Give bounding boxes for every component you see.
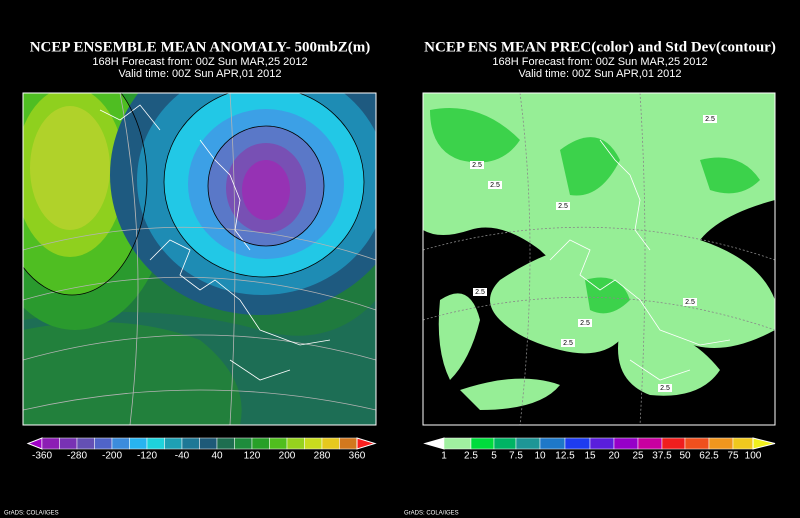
colorbar-label: -200 [102, 451, 122, 462]
precip-map [423, 93, 775, 425]
colorbar-box [251, 437, 270, 450]
colorbar-box [164, 437, 183, 450]
anomaly-map [23, 93, 376, 425]
colorbar-box [129, 437, 148, 450]
colorbar-label: 62.5 [699, 451, 719, 462]
contour-label-bg [561, 339, 575, 347]
colorbar-label: 75 [727, 451, 739, 462]
colorbar-label: 25 [632, 451, 644, 462]
credit: GrADS: COLA/IGES [4, 511, 59, 517]
colorbar-label: 50 [679, 451, 691, 462]
contour-label-bg [470, 161, 484, 169]
colorbar-box [181, 437, 200, 450]
colorbar-label: 280 [314, 451, 331, 462]
colorbar-end [752, 437, 776, 450]
contour-label-bg [578, 319, 592, 327]
colorbar-box [41, 437, 60, 450]
colorbar-box [234, 437, 253, 450]
colorbar-box [493, 437, 517, 450]
colorbar-label: -40 [175, 451, 190, 462]
contour-label-bg [703, 115, 717, 123]
colorbar-box [146, 437, 165, 450]
colorbar-box [470, 437, 495, 450]
contour-label: 2.5 [705, 116, 715, 123]
colorbar-box [443, 437, 472, 450]
colorbar-end [423, 437, 445, 450]
contour-label: 2.5 [660, 385, 670, 392]
colorbar-label: 12.5 [555, 451, 575, 462]
panel-title: NCEP ENS MEAN PREC(color) and Std Dev(co… [424, 39, 776, 55]
colorbar-label: 2.5 [464, 451, 478, 462]
colorbar-box [59, 437, 78, 450]
colorbar-label: 10 [534, 451, 546, 462]
colorbar-box [589, 437, 615, 450]
colorbar-box [111, 437, 130, 450]
panel-title: NCEP ENSEMBLE MEAN ANOMALY- 500mbZ(m) [30, 39, 371, 55]
colorbar-label: 37.5 [652, 451, 672, 462]
contour-label: 2.5 [472, 162, 482, 169]
valid-time: Valid time: 00Z Sun APR,01 2012 [118, 68, 281, 80]
colorbar-box [661, 437, 686, 450]
colorbar-box [286, 437, 305, 450]
colorbar-label: 40 [211, 451, 223, 462]
colorbar-label: 1 [441, 451, 447, 462]
colorbar-box [304, 437, 323, 450]
colorbar-label: -360 [32, 451, 52, 462]
map-frame [22, 92, 377, 426]
colorbar-box [515, 437, 541, 450]
colorbar-box [321, 437, 340, 450]
contour-label-bg [658, 384, 672, 392]
colorbar-end [26, 437, 43, 450]
colorbar-label: 200 [279, 451, 296, 462]
colorbar-label: 360 [349, 451, 366, 462]
colorbar-box [269, 437, 288, 450]
contour-label-bg [488, 181, 502, 189]
contour-label: 2.5 [558, 203, 568, 210]
colorbar-label: -280 [67, 451, 87, 462]
colorbar-box [539, 437, 566, 450]
colorbar-end [356, 437, 377, 450]
colorbar-box [199, 437, 218, 450]
contour-label: 2.5 [580, 320, 590, 327]
colorbar-box [613, 437, 639, 450]
forecast-time: 168H Forecast from: 00Z Sun MAR,25 2012 [92, 56, 307, 68]
contour-label-bg [556, 202, 570, 210]
colorbar-label: 120 [244, 451, 261, 462]
contour-label: 2.5 [490, 182, 500, 189]
map-frame [422, 92, 776, 426]
colorbar-box [732, 437, 754, 450]
colorbar-box [94, 437, 113, 450]
colorbar-box [684, 437, 710, 450]
colorbar-label: 15 [584, 451, 596, 462]
contour-label-bg [473, 288, 487, 296]
colorbar-label: 5 [491, 451, 497, 462]
contour-label: 2.5 [563, 340, 573, 347]
colorbar-box [76, 437, 95, 450]
contour-label: 2.5 [475, 289, 485, 296]
colorbar-label: 100 [745, 451, 762, 462]
colorbar-label: 20 [608, 451, 620, 462]
colorbar-box [637, 437, 663, 450]
contour-label: 2.5 [685, 299, 695, 306]
colorbar-box [216, 437, 235, 450]
credit: GrADS: COLA/IGES [404, 511, 459, 517]
valid-time: Valid time: 00Z Sun APR,01 2012 [518, 68, 681, 80]
contour-label-bg [683, 298, 697, 306]
forecast-time: 168H Forecast from: 00Z Sun MAR,25 2012 [492, 56, 707, 68]
colorbar-label: -120 [137, 451, 157, 462]
colorbar-box [339, 437, 358, 450]
colorbar-label: 7.5 [509, 451, 523, 462]
colorbar-box [564, 437, 591, 450]
colorbar-box [708, 437, 734, 450]
